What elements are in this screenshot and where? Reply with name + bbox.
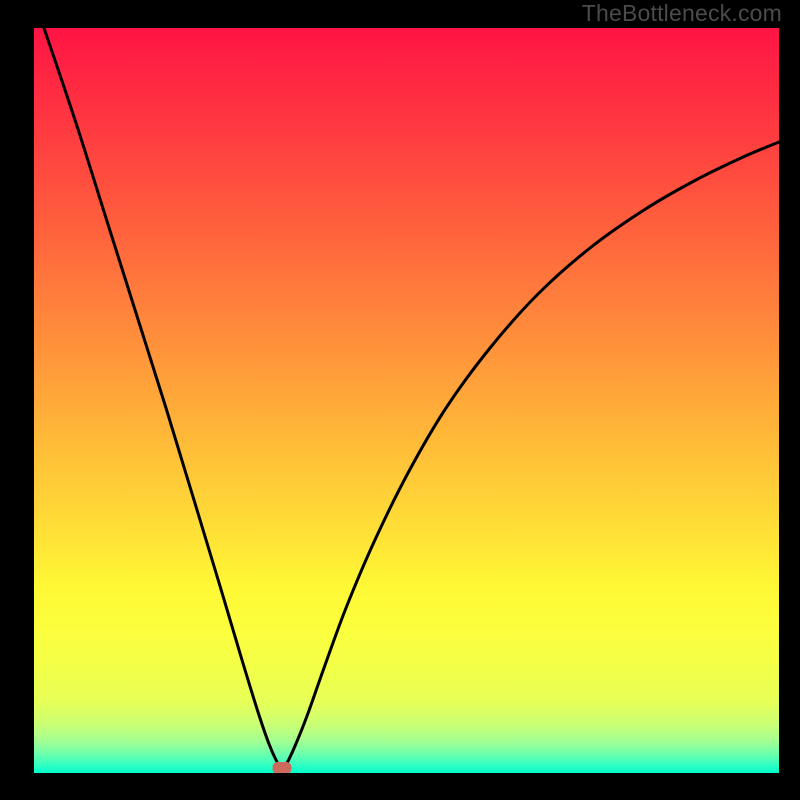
watermark-text: TheBottleneck.com bbox=[582, 0, 782, 27]
plot-area bbox=[34, 28, 779, 773]
chart-frame: TheBottleneck.com bbox=[0, 0, 800, 800]
bottleneck-curve bbox=[34, 28, 779, 773]
curve-left-branch bbox=[44, 28, 282, 770]
curve-right-branch bbox=[282, 142, 779, 770]
minimum-marker bbox=[273, 762, 292, 773]
